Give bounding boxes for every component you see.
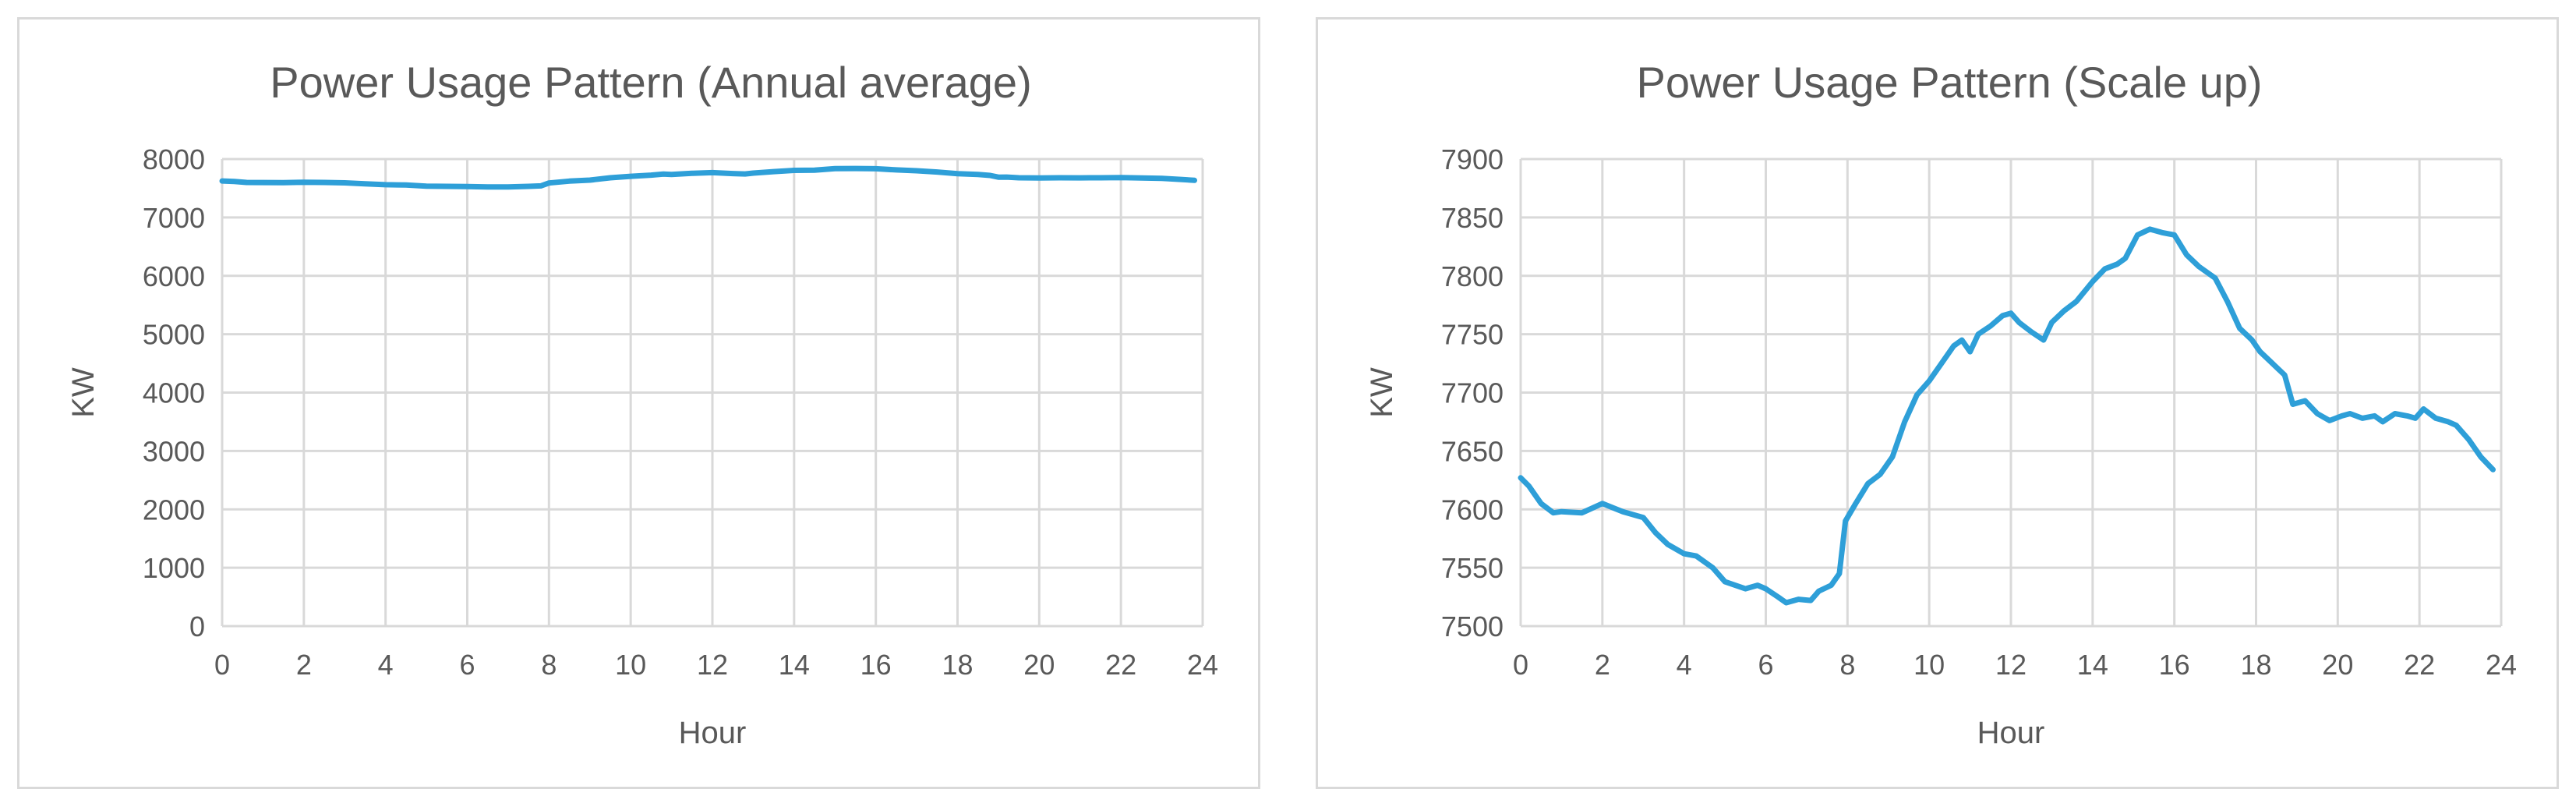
x-tick-label: 14 [779, 649, 810, 681]
x-axis-title: Hour [679, 716, 747, 750]
series-line [219, 165, 1197, 190]
x-tick-label: 8 [541, 649, 557, 681]
y-tick-label: 7600 [1441, 494, 1504, 526]
y-tick-label: 1000 [143, 552, 205, 584]
x-tick-label: 22 [2404, 649, 2435, 681]
x-tick-label: 2 [296, 649, 312, 681]
x-tick-label: 20 [1023, 649, 1055, 681]
chart-panel-scale-up: Power Usage Pattern (Scale up) 7500 7550 76… [1316, 17, 2559, 789]
y-axis-title: KW [66, 367, 101, 418]
x-tick-label: 4 [378, 649, 394, 681]
x-tick-label: 2 [1595, 649, 1610, 681]
x-tick-label: 12 [697, 649, 728, 681]
x-tick-label: 20 [2322, 649, 2353, 681]
x-tick-label: 16 [860, 649, 892, 681]
x-tick-label: 14 [2077, 649, 2108, 681]
x-tick-label: 22 [1105, 649, 1136, 681]
chart-title: Power Usage Pattern (Scale up) [1636, 58, 2262, 107]
chart-title: Power Usage Pattern (Annual average) [270, 58, 1031, 107]
chart-annual-average: Power Usage Pattern (Annual average)0100… [66, 58, 1218, 750]
x-tick-label: 0 [1513, 649, 1528, 681]
y-tick-label: 7500 [1441, 611, 1504, 642]
y-tick-label: 6000 [143, 260, 205, 292]
y-tick-label: 0 [189, 611, 205, 642]
x-tick-label: 16 [2159, 649, 2190, 681]
chart-panel-annual: Power Usage Pattern (Annual average) 0 100… [17, 17, 1260, 789]
y-tick-label: 5000 [143, 319, 205, 351]
y-tick-label: 8000 [143, 143, 205, 175]
y-tick-label: 7900 [1441, 143, 1504, 175]
x-tick-label: 10 [1913, 649, 1945, 681]
y-tick-label: 7800 [1441, 260, 1504, 292]
x-tick-label: 24 [2486, 649, 2517, 681]
x-tick-label: 18 [942, 649, 973, 681]
y-tick-label: 4000 [143, 377, 205, 409]
y-tick-label: 7000 [143, 202, 205, 234]
y-tick-label: 3000 [143, 435, 205, 467]
y-axis-title: KW [1365, 367, 1399, 418]
x-axis-title: Hour [1977, 716, 2045, 750]
series-line [1518, 226, 2496, 606]
x-tick-label: 8 [1839, 649, 1855, 681]
x-tick-label: 18 [2240, 649, 2271, 681]
y-tick-label: 7550 [1441, 552, 1504, 584]
y-tick-label: 2000 [143, 494, 205, 526]
y-tick-label: 7750 [1441, 319, 1504, 351]
y-tick-label: 7650 [1441, 435, 1504, 467]
x-tick-label: 12 [1995, 649, 2027, 681]
chart-scale-up: Power Usage Pattern (Scale up) 7500 7550 76… [1365, 58, 2517, 750]
x-tick-label: 24 [1187, 649, 1218, 681]
y-tick-label: 7850 [1441, 202, 1504, 234]
x-tick-label: 6 [459, 649, 475, 681]
y-tick-label: 7700 [1441, 377, 1504, 409]
x-tick-label: 6 [1758, 649, 1773, 681]
x-tick-label: 10 [615, 649, 646, 681]
x-tick-label: 0 [214, 649, 230, 681]
x-tick-label: 4 [1677, 649, 1692, 681]
